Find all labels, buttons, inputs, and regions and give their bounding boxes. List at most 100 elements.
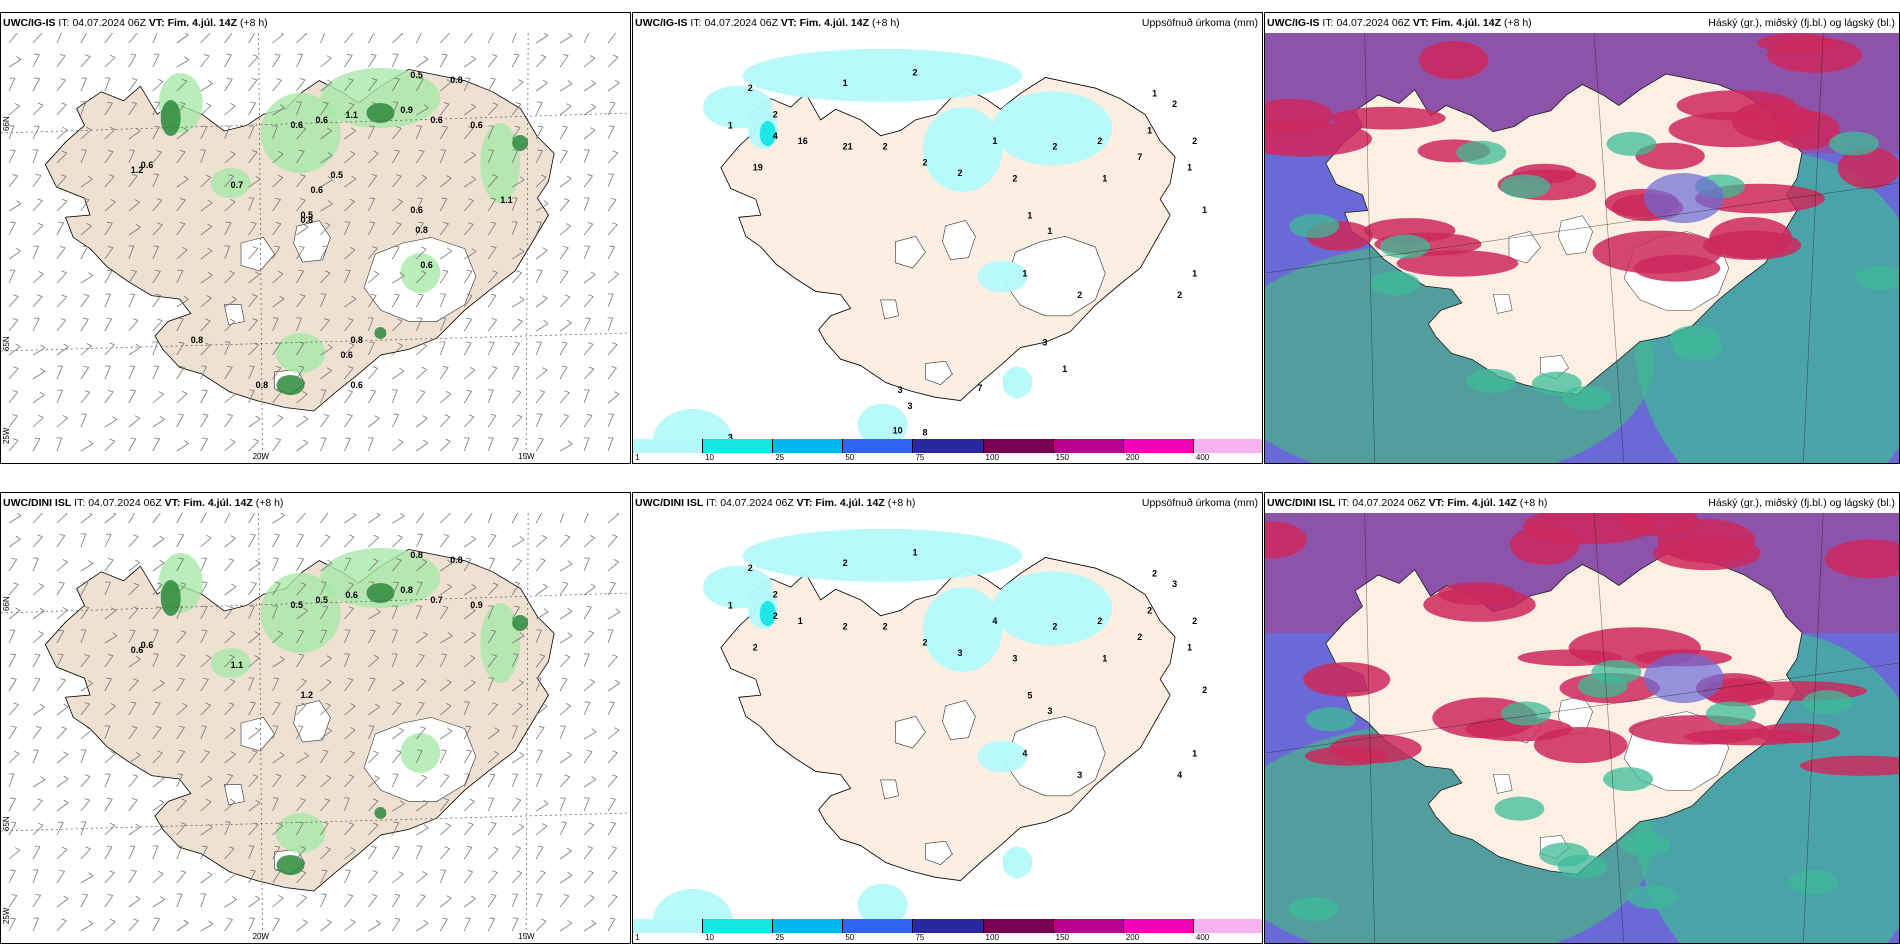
wind-barb	[368, 822, 379, 836]
wind-barb	[272, 581, 281, 596]
wind-barb	[463, 822, 474, 836]
wind-barb	[487, 605, 494, 620]
glacier	[240, 717, 275, 752]
precip-value-label: 0.8	[350, 335, 362, 345]
wind-barb	[368, 293, 377, 308]
wind-barb	[440, 559, 453, 572]
panel-cloud-igis: UWC/IG-IS IT: 04.07.2024 06Z VT: Fim. 4.…	[1264, 12, 1900, 464]
wind-barb	[440, 247, 453, 260]
wind-barb	[511, 437, 519, 452]
wind-barb	[56, 703, 69, 716]
wind-barb	[176, 725, 185, 740]
wind-barb	[128, 318, 139, 332]
wind-barb	[320, 846, 331, 860]
wind-barb	[152, 415, 165, 428]
wind-barb	[272, 414, 284, 428]
coordinate-line	[1803, 33, 1824, 463]
wind-barb	[104, 822, 116, 836]
wind-barb	[200, 513, 208, 524]
colorbar-swatch	[1193, 439, 1262, 453]
wind-barb	[200, 413, 209, 428]
wind-barb	[176, 413, 184, 428]
wind-barb	[296, 557, 305, 572]
wind-barb	[104, 199, 116, 212]
wind-barb	[104, 126, 116, 140]
wind-barb	[8, 607, 21, 620]
glacier	[942, 700, 976, 740]
precip-value-label: 2	[773, 109, 778, 119]
wind-barb	[296, 78, 306, 92]
low-cloud-area	[1706, 701, 1756, 726]
wind-barb	[8, 125, 15, 140]
wind-barb	[344, 869, 351, 884]
wind-barb	[535, 149, 543, 164]
colorbar-tick-label: 100	[985, 453, 999, 462]
wind-barb	[607, 245, 616, 260]
wind-barb	[392, 581, 400, 596]
wind-barb	[56, 78, 66, 92]
low-cloud-area	[1466, 368, 1517, 393]
wind-barb	[487, 677, 494, 692]
wind-barb	[392, 871, 404, 884]
wind-barb	[56, 775, 69, 788]
wind-barb	[104, 221, 113, 236]
panel-header: UWC/IG-IS IT: 04.07.2024 06Z VT: Fim. 4.…	[633, 13, 1262, 33]
wind-barb	[464, 175, 477, 188]
precip-value-label: 1	[728, 600, 733, 610]
wind-barb	[128, 534, 139, 548]
wind-barb	[368, 270, 380, 284]
wind-barb	[128, 245, 135, 260]
wind-barb	[439, 197, 448, 212]
precip-value-label: 1	[1022, 268, 1027, 278]
wind-barb	[32, 703, 45, 716]
wind-barb	[559, 414, 570, 428]
wind-barb	[80, 33, 89, 44]
wind-barb	[463, 389, 473, 404]
wind-barb	[32, 317, 40, 332]
wind-barb	[272, 104, 285, 116]
wind-barb	[224, 654, 235, 668]
wind-barb	[128, 918, 139, 932]
wind-barb	[272, 725, 279, 740]
wind-barb	[200, 102, 212, 116]
wind-barb	[248, 125, 255, 140]
colorbar-tick-label: 150	[1055, 933, 1070, 942]
colorbar-swatch	[913, 439, 984, 453]
precip-value-label: 3	[957, 648, 962, 658]
coordinate-line	[1265, 182, 1899, 274]
wind-barb	[32, 917, 39, 932]
precip-value-label: 1	[913, 547, 918, 557]
wind-barb	[415, 317, 423, 332]
wind-barb	[368, 341, 375, 356]
glacier	[223, 304, 245, 326]
wind-barb	[368, 703, 380, 716]
wind-barb	[511, 823, 524, 836]
lon-label: 20W	[253, 452, 270, 461]
wind-barb	[80, 149, 87, 164]
wind-barb	[344, 295, 357, 308]
wind-barb	[272, 197, 281, 212]
precip-value-label: 1	[1102, 173, 1107, 183]
lon-label: 25W	[2, 427, 11, 444]
wind-barb	[8, 221, 16, 236]
colorbar: 1 10 25 50 75 100 150 200 400	[633, 919, 1262, 943]
wind-barb	[152, 750, 163, 764]
wind-barb	[511, 725, 519, 740]
wind-barb	[56, 821, 64, 836]
wind-barb	[344, 102, 355, 116]
colorbar-swatch	[773, 439, 844, 453]
precip-value-label: 0.6	[410, 205, 422, 215]
wind-barb	[416, 390, 426, 404]
wind-barb	[200, 823, 213, 836]
wind-barb	[32, 222, 44, 236]
precip-area	[1002, 366, 1033, 399]
wind-barb	[463, 77, 471, 92]
precip-value-label: 1	[992, 136, 997, 146]
wind-barb	[583, 557, 590, 572]
wind-barb	[56, 629, 65, 644]
wind-barb	[391, 653, 398, 668]
wind-barb	[200, 654, 212, 668]
precip-value-label: 0.8	[450, 555, 462, 565]
wind-barb	[56, 513, 68, 524]
wind-barb	[487, 318, 498, 332]
